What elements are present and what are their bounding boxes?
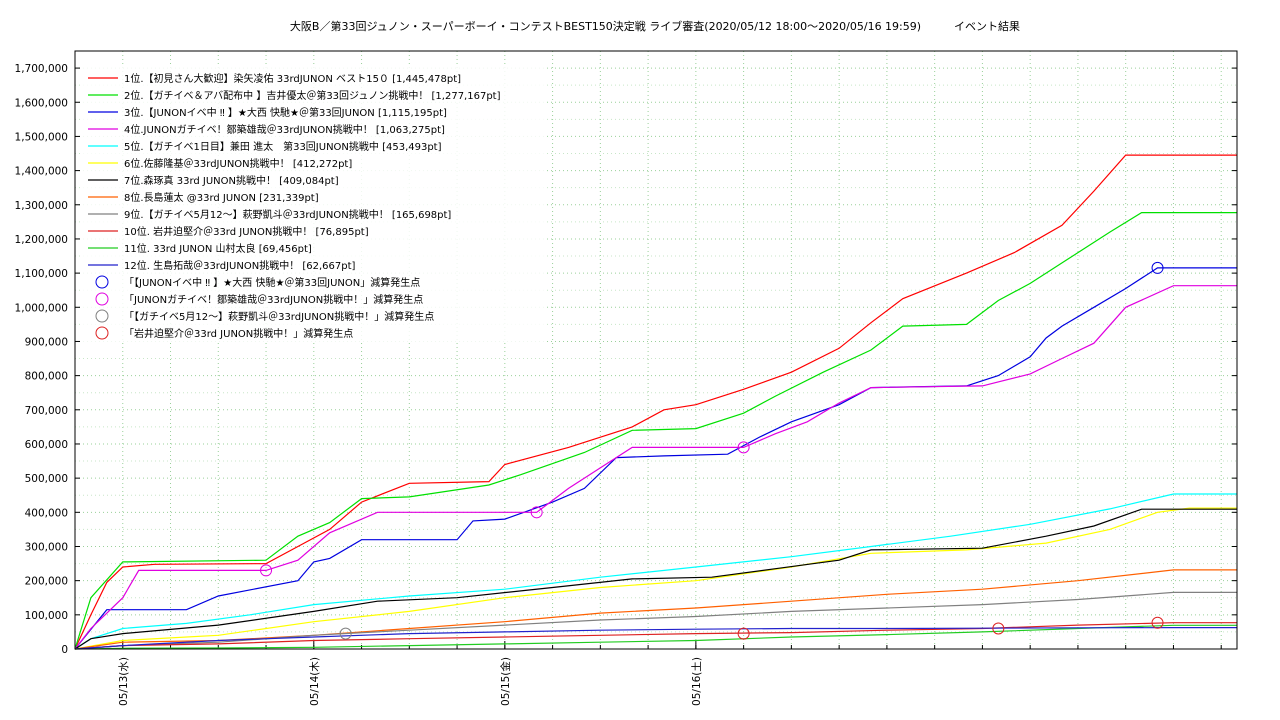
y-tick-label: 900,000 — [25, 336, 68, 348]
y-tick-label: 1,600,000 — [15, 97, 68, 109]
y-tick-label: 500,000 — [25, 473, 68, 485]
y-tick-label: 300,000 — [25, 541, 68, 553]
legend-label-9: 9位.【ガチイベ5月12〜】萩野凱斗＠33rdJUNON挑戦中！ [165,69… — [124, 208, 451, 221]
x-tick-label: 05/13(水) — [118, 657, 130, 706]
legend-marker-label-3: 「【ガチイベ5月12〜】萩野凱斗＠33rdJUNON挑戦中！」減算発生点 — [124, 310, 434, 323]
y-tick-label: 200,000 — [25, 576, 68, 588]
legend-marker-4 — [95, 326, 109, 340]
legend-label-8: 8位.長島蓮太 @33rd JUNON [231,339pt] — [124, 191, 319, 204]
x-tick-label: 05/14(木) — [309, 657, 321, 706]
legend-label-2: 2位.【ガチイベ＆アバ配布中 】吉井優太＠第33回ジュノン挑戦中！ [1,277… — [124, 89, 501, 102]
y-tick-label: 700,000 — [25, 405, 68, 417]
series-line-11 — [74, 624, 1237, 650]
legend-background — [80, 65, 545, 343]
marker-point-3 — [339, 627, 352, 640]
series-lines — [74, 154, 1237, 650]
marker-point-4 — [737, 627, 750, 640]
decrement-markers — [260, 261, 1164, 640]
y-tick-label: 1,000,000 — [15, 302, 68, 314]
series-line-3 — [74, 267, 1237, 650]
y-tick-label: 100,000 — [25, 610, 68, 622]
series-line-1 — [74, 154, 1237, 650]
y-tick-label: 1,300,000 — [15, 200, 68, 212]
series-line-7 — [74, 508, 1237, 650]
y-tick-label: 0 — [61, 644, 68, 656]
series-line-9 — [74, 591, 1237, 650]
y-tick-label: 1,200,000 — [15, 234, 68, 246]
chart-title: 大阪B／第33回ジュノン・スーパーボーイ・コンテストBEST150決定戦 ライブ… — [290, 19, 1020, 33]
x-tick-label: 05/15(金) — [499, 657, 512, 706]
y-tick-label: 600,000 — [25, 439, 68, 451]
legend-marker-1 — [95, 275, 109, 289]
y-tick-label: 1,500,000 — [15, 131, 68, 143]
legend-label-7: 7位.森琢真 33rd JUNON挑戦中！ [409,084pt] — [124, 174, 339, 187]
legend-label-5: 5位.【ガチイベ1日目】兼田 進太 第33回JUNON挑戦中 [453,493p… — [124, 140, 442, 153]
series-line-8 — [74, 569, 1237, 650]
legend-label-11: 11位. 33rd JUNON 山村太良 [69,456pt] — [124, 242, 312, 255]
legend-marker-label-4: 「岩井迫堅介＠33rd JUNON挑戦中！」減算発生点 — [124, 327, 353, 340]
marker-point-2 — [260, 564, 273, 577]
marker-point-2 — [530, 506, 543, 519]
marker-point-4 — [992, 622, 1005, 635]
legend-label-1: 1位.【初見さん大歓迎】染矢凌佑 33rdJUNON ベスト15０ [1,445… — [124, 72, 461, 85]
marker-point-2 — [737, 441, 750, 454]
plot-frame — [74, 50, 1238, 650]
y-tick-label: 1,100,000 — [15, 268, 68, 280]
legend-label-6: 6位.佐藤隆基＠33rdJUNON挑戦中！ [412,272pt] — [124, 157, 352, 170]
series-line-6 — [74, 507, 1237, 650]
legend: 1位.【初見さん大歓迎】染矢凌佑 33rdJUNON ベスト15０ [1,445… — [80, 65, 545, 343]
y-tick-label: 1,400,000 — [15, 166, 68, 178]
series-line-12 — [74, 627, 1237, 650]
series-line-4 — [74, 285, 1237, 650]
series-line-10 — [74, 622, 1237, 650]
legend-label-4: 4位.JUNONガチイベ！鄒築雄哉＠33rdJUNON挑戦中！ [1,063,2… — [124, 123, 445, 136]
legend-label-3: 3位.【JUNONイベ中 ‼ 】★大西 快馳★＠第33回JUNON [1,115… — [124, 106, 447, 119]
y-tick-label: 400,000 — [25, 507, 68, 519]
legend-marker-label-2: 「JUNONガチイベ！鄒築雄哉＠33rdJUNON挑戦中！」減算発生点 — [124, 293, 423, 306]
series-line-5 — [74, 493, 1237, 650]
marker-point-1 — [1151, 261, 1164, 274]
grid — [75, 51, 1237, 649]
y-tick-label: 800,000 — [25, 371, 68, 383]
series-line-2 — [74, 212, 1237, 650]
marker-point-4 — [1151, 616, 1164, 629]
legend-marker-2 — [95, 292, 109, 306]
x-tick-label: 05/16(土) — [690, 657, 703, 706]
y-tick-label: 1,700,000 — [15, 63, 68, 75]
legend-marker-label-1: 「【JUNONイベ中 ‼ 】★大西 快馳★＠第33回JUNON」減算発生点 — [124, 276, 420, 289]
legend-marker-3 — [95, 309, 109, 323]
legend-label-12: 12位. 生島拓哉＠33rdJUNON挑戦中！ [62,667pt] — [124, 259, 356, 272]
legend-label-10: 10位. 岩井迫堅介＠33rd JUNON挑戦中！ [76,895pt] — [124, 225, 369, 238]
x-axis-ticks: 05/13(水) 05/14(木) 05/15(金) 05/16(土) — [118, 641, 1222, 706]
